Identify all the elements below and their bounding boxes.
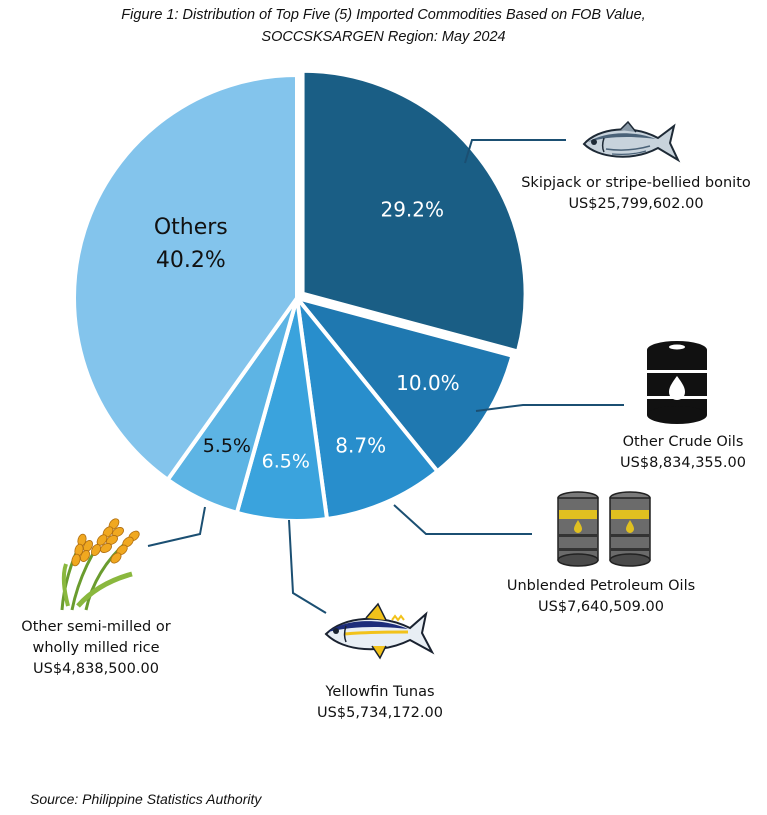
callout-crude-value: US$8,834,355.00 xyxy=(620,455,746,471)
callout-skipjack-value: US$25,799,602.00 xyxy=(568,196,704,212)
pie-slice-unblended-petroleum-oils xyxy=(295,296,440,521)
chart-title: Figure 1: Distribution of Top Five (5) I… xyxy=(0,4,767,48)
pie-slice-skipjack-or-stripe-bellied-bonito xyxy=(300,68,528,354)
leader-line-rice xyxy=(147,506,206,547)
oil-barrel-icon xyxy=(647,341,707,424)
chart-title-line2: SOCCSKSARGEN Region: May 2024 xyxy=(261,29,506,45)
tuna-fish-icon xyxy=(324,602,435,660)
leader-line-yellowfin xyxy=(288,519,327,614)
callout-rice-name-line1: Other semi-milled or xyxy=(21,619,171,635)
chart-title-line1: Figure 1: Distribution of Top Five (5) I… xyxy=(121,7,646,23)
callout-skipjack: Skipjack or stripe-bellied bonito US$25,… xyxy=(508,173,764,215)
callout-rice: Other semi-milled or wholly milled rice … xyxy=(4,617,188,680)
callout-skipjack-name: Skipjack or stripe-bellied bonito xyxy=(521,175,751,191)
callout-rice-name-line2: wholly milled rice xyxy=(32,640,160,656)
callout-crude: Other Crude Oils US$8,834,355.00 xyxy=(600,432,766,474)
leader-line-skipjack xyxy=(464,139,566,164)
slice-pct-label-yellowfin-tunas: 6.5% xyxy=(262,450,310,472)
leader-line-crude xyxy=(475,404,624,412)
callout-petroleum-name: Unblended Petroleum Oils xyxy=(506,578,696,594)
slice-pct-label-unblended-petroleum-oils: 8.7% xyxy=(335,433,386,457)
callout-yellowfin-value: US$5,734,172.00 xyxy=(317,705,443,721)
petroleum-barrels-icon xyxy=(557,491,651,567)
leader-line-petroleum xyxy=(393,504,532,535)
pie-slice-other-crude-oils xyxy=(295,296,515,474)
slice-name-label-others: Others xyxy=(154,215,228,240)
rice-stalk-icon xyxy=(60,518,140,611)
slice-pct-label-other-semi-milled-or-wholly-milled-rice: 5.5% xyxy=(203,435,251,457)
slice-pct-label-skipjack-or-stripe-bellied-bonito: 29.2% xyxy=(380,198,444,222)
slice-pct-label-other-crude-oils: 10.0% xyxy=(396,371,460,395)
callout-yellowfin: Yellowfin Tunas US$5,734,172.00 xyxy=(300,682,460,724)
callout-yellowfin-name: Yellowfin Tunas xyxy=(325,684,435,700)
source-note: Source: Philippine Statistics Authority xyxy=(30,791,262,807)
slice-pct-label-others: 40.2% xyxy=(156,248,226,273)
callout-petroleum: Unblended Petroleum Oils US$7,640,509.00 xyxy=(486,576,716,618)
callout-crude-name: Other Crude Oils xyxy=(622,434,744,450)
pie-slice-others xyxy=(72,73,299,482)
callout-petroleum-value: US$7,640,509.00 xyxy=(538,599,664,615)
skipjack-fish-icon xyxy=(582,120,681,163)
callout-rice-value: US$4,838,500.00 xyxy=(33,661,159,677)
